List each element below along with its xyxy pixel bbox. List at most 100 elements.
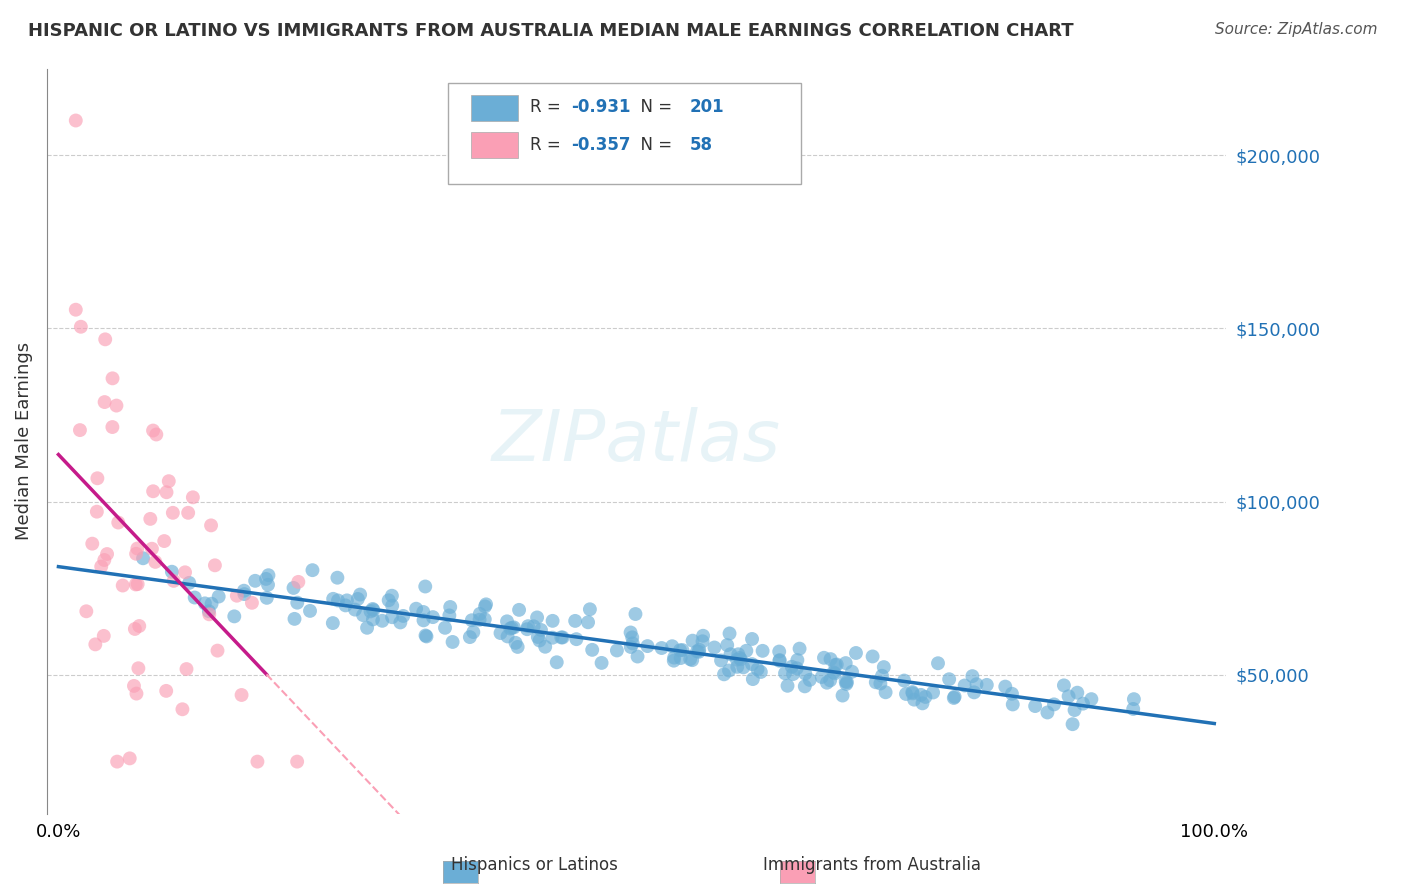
Point <box>301 563 323 577</box>
Point <box>363 603 385 617</box>
Point <box>434 621 457 635</box>
Point <box>176 662 198 676</box>
Point <box>1080 692 1102 706</box>
Point <box>361 602 384 616</box>
Point <box>405 601 427 615</box>
Point <box>65 302 87 317</box>
Point <box>389 615 412 630</box>
Point <box>966 677 988 691</box>
Point <box>343 602 366 616</box>
Point <box>412 613 434 627</box>
Point <box>502 620 524 634</box>
Point <box>322 616 344 631</box>
Point <box>911 696 934 710</box>
Point <box>820 652 842 666</box>
Point <box>747 662 769 676</box>
Point <box>70 319 93 334</box>
Point <box>825 657 848 672</box>
Point <box>591 656 613 670</box>
Point <box>233 587 256 601</box>
Text: HISPANIC OR LATINO VS IMMIGRANTS FROM AUSTRALIA MEDIAN MALE EARNINGS CORRELATION: HISPANIC OR LATINO VS IMMIGRANTS FROM AU… <box>28 22 1074 40</box>
Point <box>377 593 399 607</box>
Point <box>326 593 349 607</box>
Point <box>725 653 748 667</box>
Point <box>198 604 221 618</box>
Point <box>637 639 659 653</box>
Point <box>415 629 437 643</box>
Point <box>468 613 491 627</box>
Point <box>768 654 790 668</box>
Point <box>914 690 936 704</box>
Point <box>125 687 148 701</box>
Point <box>942 690 965 705</box>
Point <box>1024 699 1046 714</box>
Point <box>938 672 960 686</box>
FancyBboxPatch shape <box>471 132 519 158</box>
Point <box>824 666 846 681</box>
Point <box>439 599 461 614</box>
Point <box>415 628 437 642</box>
Point <box>962 669 984 683</box>
Point <box>101 371 124 385</box>
Point <box>619 625 641 640</box>
Point <box>810 670 832 684</box>
Point <box>257 568 280 582</box>
Point <box>142 484 165 499</box>
Text: R =: R = <box>530 98 567 116</box>
Point <box>870 669 893 683</box>
Point <box>823 665 845 680</box>
Point <box>474 612 496 626</box>
Point <box>225 589 247 603</box>
Point <box>688 645 710 659</box>
Point <box>231 688 253 702</box>
Text: Hispanics or Latinos: Hispanics or Latinos <box>451 856 617 874</box>
Text: N =: N = <box>630 136 678 153</box>
Text: Source: ZipAtlas.com: Source: ZipAtlas.com <box>1215 22 1378 37</box>
Point <box>564 614 586 628</box>
Point <box>336 593 359 607</box>
Point <box>93 629 115 643</box>
Point <box>200 597 222 611</box>
Point <box>413 580 436 594</box>
Point <box>661 639 683 653</box>
Point <box>927 657 949 671</box>
Text: R =: R = <box>530 136 567 153</box>
Point <box>813 650 835 665</box>
Point <box>474 599 496 614</box>
Point <box>526 610 548 624</box>
Point <box>256 591 278 605</box>
Point <box>688 642 710 657</box>
Point <box>157 474 180 488</box>
Point <box>160 565 183 579</box>
Point <box>172 702 194 716</box>
Point <box>776 679 799 693</box>
Point <box>669 643 692 657</box>
Point <box>671 643 693 657</box>
Point <box>105 399 128 413</box>
Point <box>499 622 522 636</box>
Point <box>177 506 200 520</box>
Point <box>1071 697 1094 711</box>
Point <box>1122 692 1144 706</box>
Point <box>835 677 858 691</box>
Point <box>773 666 796 681</box>
Point <box>139 512 162 526</box>
Point <box>1001 698 1024 712</box>
Point <box>516 622 538 636</box>
Point <box>845 646 868 660</box>
Point <box>127 661 149 675</box>
Point <box>183 591 205 605</box>
Point <box>953 678 976 692</box>
Point <box>254 572 277 586</box>
Point <box>910 688 932 702</box>
Point <box>626 649 648 664</box>
Point <box>142 424 165 438</box>
Point <box>349 588 371 602</box>
Point <box>93 553 115 567</box>
Point <box>246 755 269 769</box>
FancyBboxPatch shape <box>447 84 801 184</box>
Point <box>862 649 884 664</box>
Point <box>463 625 485 640</box>
Text: N =: N = <box>630 98 678 116</box>
Point <box>720 647 742 661</box>
